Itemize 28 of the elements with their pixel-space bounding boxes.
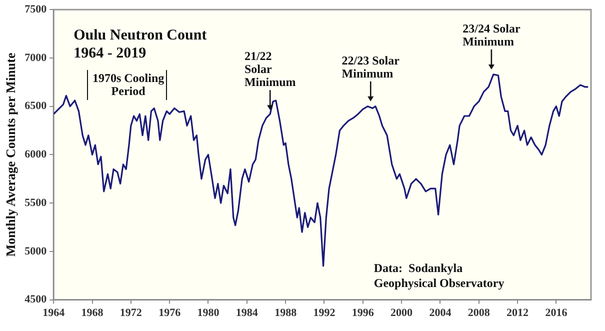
- text: Oulu Neutron Count 1964 - 2019: [74, 28, 207, 62]
- x-tick-label: 2008: [468, 307, 490, 320]
- x-tick-label: 1992: [313, 307, 336, 320]
- x-tick-label: 1980: [197, 307, 220, 320]
- y-tick-label: 7500: [24, 3, 48, 16]
- x-tick-label: 1964: [42, 307, 66, 320]
- x-tick-label: 1972: [120, 307, 142, 320]
- y-tick-label: 4500: [24, 294, 48, 306]
- y-tick-label: 6500: [24, 100, 48, 112]
- x-tick-label: 1996: [352, 307, 374, 320]
- x-tick-label: 1976: [158, 307, 182, 320]
- x-tick-label: 1968: [81, 307, 104, 320]
- annotation: Data: Sodankyla Geophysical Observatory: [374, 260, 504, 290]
- y-tick-label: 5000: [24, 245, 48, 258]
- x-tick-label: 2012: [506, 307, 530, 320]
- x-tick-label: 2016: [545, 307, 568, 320]
- annotation: 21/22 Solar Minimum: [244, 49, 296, 90]
- x-tick-label: 1988: [274, 307, 298, 320]
- y-tick-label: 7000: [24, 52, 48, 64]
- x-tick-label: 2000: [390, 307, 414, 320]
- x-tick-label: 1984: [236, 307, 258, 320]
- annotation: 22/23 Solar Minimum: [342, 53, 400, 80]
- y-axis-title: Monthly Average Counts per Minute: [3, 52, 18, 257]
- y-tick-label: 6000: [24, 148, 48, 161]
- annotation: 1970s Cooling Period: [92, 71, 164, 98]
- x-tick-label: 2004: [429, 307, 452, 320]
- annotation: 23/24 Solar Minimum: [462, 21, 521, 48]
- y-tick-label: 5500: [24, 196, 48, 209]
